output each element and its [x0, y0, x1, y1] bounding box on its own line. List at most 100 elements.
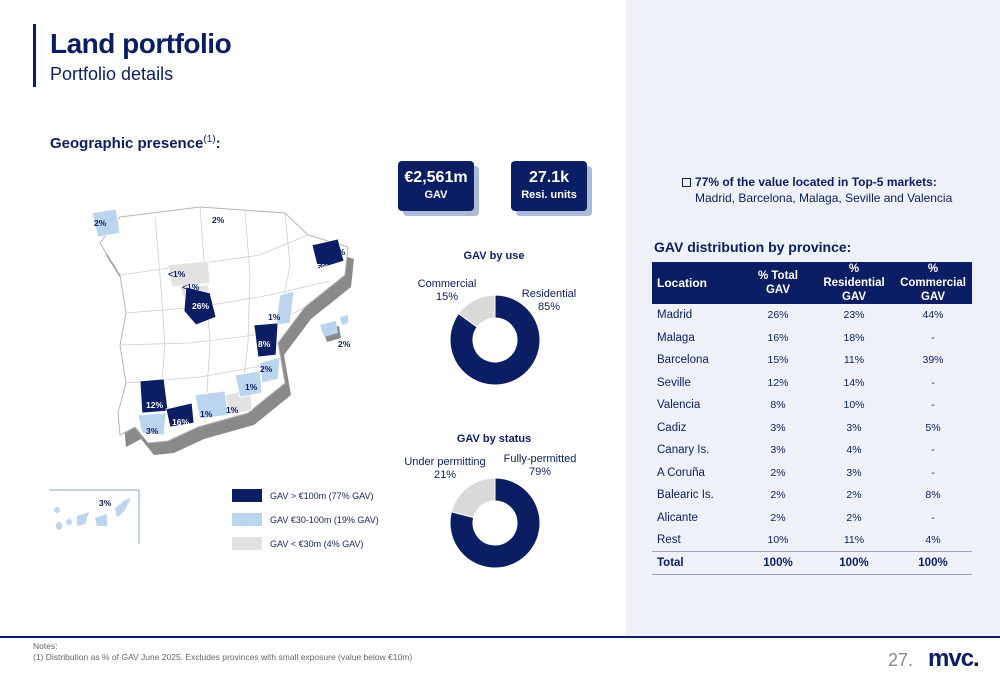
cell-loc: Valencia — [657, 399, 701, 412]
checkbox-bullet-icon — [682, 178, 691, 187]
cell-total: 10% — [767, 534, 789, 546]
label-murcia: 1% — [245, 382, 258, 392]
province-coruna — [91, 208, 121, 238]
province-valladolid — [167, 260, 211, 288]
label-madrid: 26% — [192, 301, 209, 311]
cell-com: - — [931, 399, 935, 412]
cell-com: 4% — [925, 534, 941, 546]
cell-total: 2% — [770, 511, 786, 524]
province-table: Location % Total GAV % Residential GAV %… — [652, 262, 972, 575]
table-row: Malaga 16% 18% - — [652, 327, 972, 350]
cell-loc: Alicante — [657, 511, 698, 524]
label-malaga: 16% — [172, 417, 189, 427]
kpi-resi-units: 27.1k Resi. units — [511, 161, 587, 211]
label-barcelona: 15% — [312, 262, 329, 272]
label-seville: 12% — [146, 400, 163, 410]
donut-gav-by-status — [449, 477, 541, 569]
cell-res: 18% — [843, 331, 865, 344]
province-castellon — [275, 290, 295, 326]
table-row: Rest 10% 11% 4% — [652, 529, 972, 552]
header-commercial: % Commercial GAV — [894, 262, 972, 304]
donut-slice-residential — [449, 294, 541, 386]
table-body: Madrid 26% 23% 44% Malaga 16% 18% - Barcelona 15%… — [652, 304, 972, 575]
cell-com: 8% — [925, 489, 941, 502]
legend-mid: GAV €30-100m (19% GAV) — [232, 513, 379, 526]
label-segovia: <1% — [182, 282, 200, 292]
province-barcelona — [311, 238, 345, 270]
label-valencia: 8% — [258, 339, 271, 349]
kpi-resi-value: 27.1k — [528, 169, 570, 186]
province-malaga — [165, 402, 195, 428]
province-valencia — [253, 322, 279, 358]
table-row: Canary Is. 3% 4% - — [652, 439, 972, 462]
legend-label-low: GAV < €30m (4% GAV) — [270, 538, 364, 549]
label-valladolid: <1% — [168, 269, 186, 279]
cell-res: 11% — [843, 534, 865, 546]
page-number: 27. — [888, 650, 914, 670]
kpi-gav-label: GAV — [424, 189, 448, 201]
table-header-row: Location % Total GAV % Residential GAV %… — [652, 262, 972, 304]
label-coruna: 2% — [94, 218, 107, 228]
label-asturias: 2% — [212, 215, 225, 225]
bullet-line2: Madrid, Barcelona, Malaga, Seville and V… — [695, 191, 953, 205]
cell-res: 4% — [846, 444, 862, 457]
kpi-gav-value: €2,561m — [404, 169, 468, 186]
cell-total: 26% — [767, 309, 789, 322]
label-castellon: 1% — [268, 312, 281, 322]
cell-com: - — [931, 376, 935, 389]
donut-use-commercial-label: Commercial 15% — [417, 278, 477, 303]
table-row: Valencia 8% 10% - — [652, 394, 972, 417]
cell-res: 10% — [843, 399, 865, 412]
cell-total: 3% — [770, 421, 786, 434]
note-1: (1) Distribution as % of GAV June 2025. … — [33, 652, 413, 662]
total-cell-loc: Total — [652, 551, 742, 575]
cell-res: 3% — [846, 466, 862, 479]
cell-res: 2% — [846, 511, 862, 524]
right-panel-background — [626, 0, 1000, 636]
donut-slice-under-permitting — [450, 477, 496, 519]
geographic-presence-title: Geographic presence(1): — [50, 134, 221, 152]
kpi-resi-label: Resi. units — [521, 189, 577, 201]
donut-status-under-label: Under permitting 21% — [404, 456, 486, 481]
cell-com: 5% — [925, 421, 941, 434]
cell-loc: Madrid — [657, 309, 693, 322]
canary-islands-inset: 3% — [49, 489, 140, 544]
header-location: Location — [652, 262, 742, 304]
legend-swatch-mid — [232, 513, 262, 526]
cell-loc: Cadiz — [657, 421, 687, 434]
donut-status-title: GAV by status — [456, 433, 532, 445]
mvc-logo: mvc. — [928, 645, 980, 672]
title-accent-bar — [33, 24, 36, 87]
table-row: Cadiz 3% 3% 5% — [652, 417, 972, 440]
table-row: Balearic Is. 2% 2% 8% — [652, 484, 972, 507]
label-catalonia-small: <1% — [328, 247, 346, 257]
menorca — [340, 315, 348, 325]
cell-total: 2% — [770, 466, 786, 479]
cell-com: 39% — [922, 354, 944, 367]
donut-status-permitted-label: Fully-permitted 79% — [503, 453, 577, 478]
cell-loc: Balearic Is. — [657, 489, 714, 502]
cell-loc: Barcelona — [657, 354, 709, 367]
cell-total: 15% — [767, 354, 789, 367]
legend-low: GAV < €30m (4% GAV) — [232, 537, 363, 550]
cell-com: 44% — [922, 309, 944, 322]
donut-use-residential-label: Residential 85% — [521, 288, 577, 313]
table-row: Barcelona 15% 11% 39% — [652, 349, 972, 372]
distribution-title: GAV distribution by province: — [654, 239, 852, 255]
page-title: Land portfolio — [50, 28, 232, 59]
label-balearic: 2% — [338, 339, 351, 349]
donut-slice-commercial — [457, 294, 496, 328]
cell-res: 23% — [843, 309, 865, 322]
cell-res: 11% — [843, 354, 865, 367]
label-cadiz: 3% — [146, 426, 159, 436]
cell-res: 14% — [843, 376, 865, 389]
label-alicante: 2% — [260, 364, 273, 374]
legend-label-mid: GAV €30-100m (19% GAV) — [270, 514, 379, 525]
cell-loc: Rest — [657, 534, 681, 546]
label-almeria: 1% — [226, 405, 239, 415]
cell-total: 3% — [770, 444, 786, 457]
bullet-line1: 77% of the value located in Top-5 market… — [695, 175, 937, 189]
cell-total: 16% — [767, 331, 789, 344]
cell-total: 2% — [770, 489, 786, 502]
footer-notes: Notes: (1) Distribution as % of GAV June… — [33, 641, 412, 663]
